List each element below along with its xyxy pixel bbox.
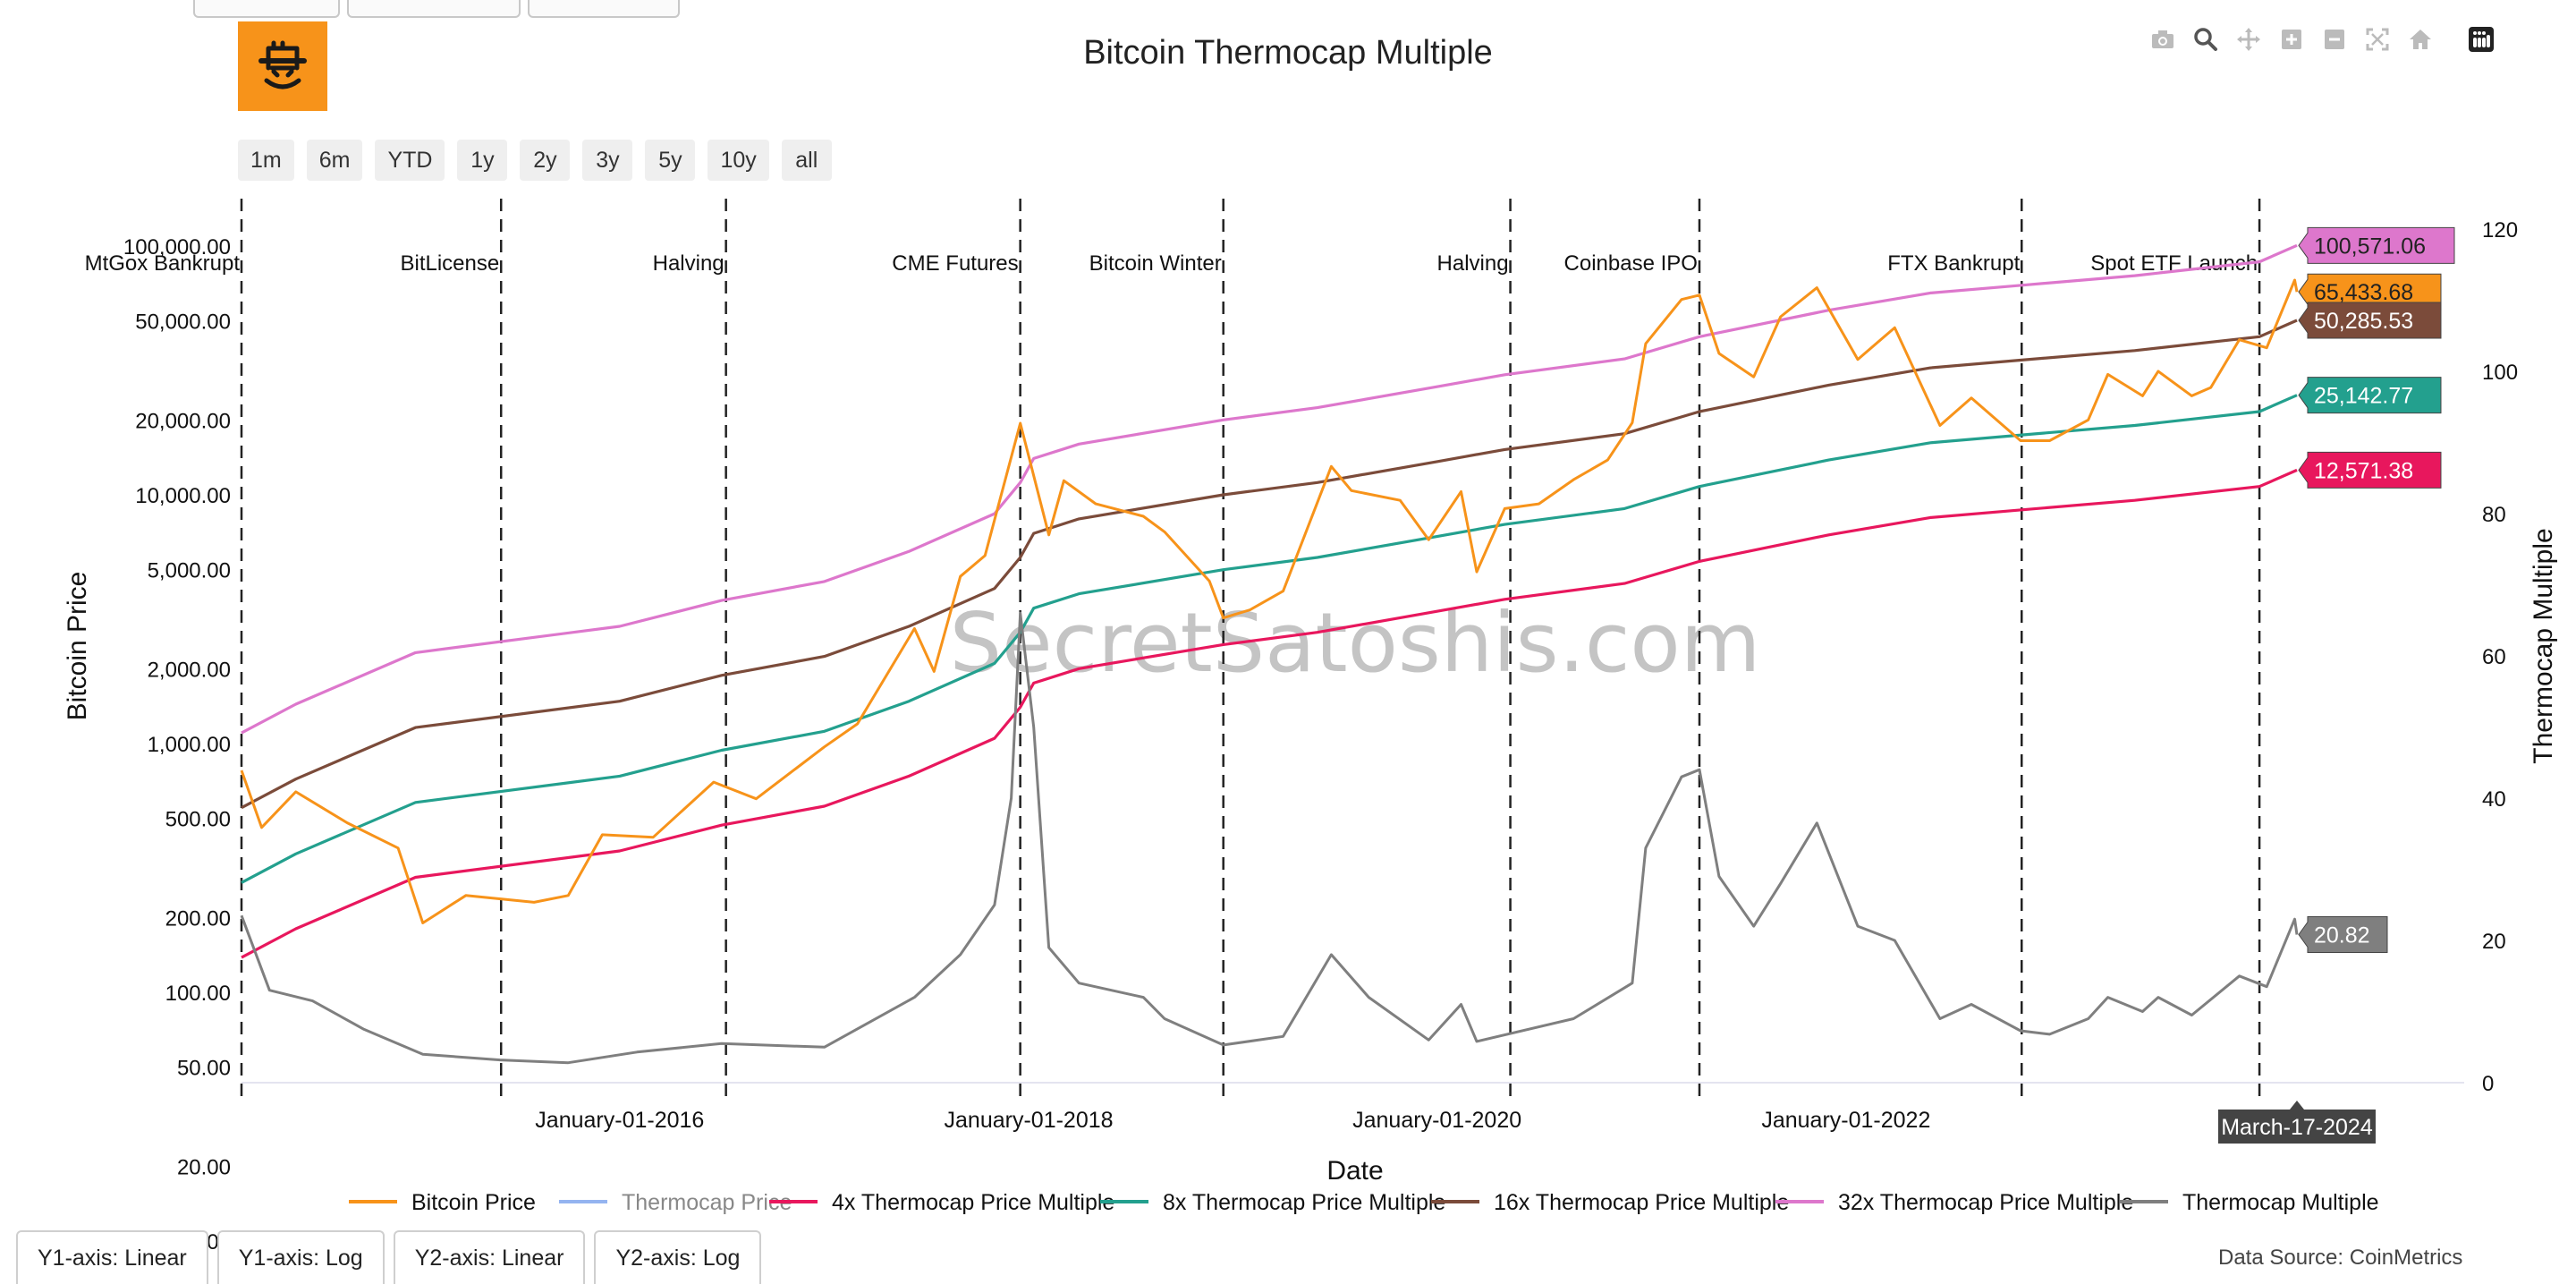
y2-tick-label: 0 <box>2482 1072 2494 1096</box>
top-tab-edge[interactable] <box>528 0 680 18</box>
y1-tick-label: 200.00 <box>165 906 231 931</box>
end-value-box <box>2298 302 2442 339</box>
y2-tick-label: 80 <box>2482 503 2506 527</box>
bitcoin-face-logo-icon <box>238 21 327 111</box>
end-value-label: 65,433.68 <box>2314 280 2413 305</box>
y2-linear-button[interactable]: Y2-axis: Linear <box>393 1230 586 1284</box>
legend-item-label: Thermocap Price <box>622 1190 792 1215</box>
range-button-1y[interactable]: 1y <box>457 140 508 181</box>
event-label: Coinbase IPO <box>1564 251 1698 276</box>
range-button-2y[interactable]: 2y <box>520 140 571 181</box>
legend-item-label: Thermocap Multiple <box>2182 1190 2379 1215</box>
y1-tick-label: 20.00 <box>177 1155 231 1179</box>
camera-icon[interactable] <box>2147 23 2179 55</box>
y2-tick-label: 120 <box>2482 218 2518 242</box>
series-line-x32[interactable] <box>241 243 2298 735</box>
range-button-1m[interactable]: 1m <box>238 140 294 181</box>
autoscale-icon[interactable] <box>2361 23 2394 55</box>
y2-log-button[interactable]: Y2-axis: Log <box>594 1230 762 1284</box>
range-button-ytd[interactable]: YTD <box>375 140 445 181</box>
event-label: MtGox Bankrupt <box>85 251 241 276</box>
y1-axis-title: Bitcoin Price <box>63 572 92 721</box>
end-value-box <box>2298 451 2442 489</box>
range-button-all[interactable]: all <box>781 140 832 181</box>
end-value-label: 12,571.38 <box>2314 458 2413 483</box>
end-value-box <box>2298 377 2442 414</box>
zoom-out-icon[interactable] <box>2318 23 2351 55</box>
x-tick-label: January-01-2016 <box>535 1108 704 1133</box>
y1-log-button[interactable]: Y1-axis: Log <box>216 1230 385 1284</box>
top-tab-edge[interactable] <box>347 0 521 18</box>
y1-tick-label: 2,000.00 <box>148 658 231 682</box>
y2-tick-label: 100 <box>2482 361 2518 385</box>
chart-title: Bitcoin Thermocap Multiple <box>1083 34 1493 72</box>
end-value-label: 100,571.06 <box>2314 234 2426 259</box>
y1-tick-label: 1,000.00 <box>148 733 231 757</box>
y1-linear-button[interactable]: Y1-axis: Linear <box>16 1230 208 1284</box>
y2-tick-label: 40 <box>2482 787 2506 812</box>
range-button-10y[interactable]: 10y <box>708 140 769 181</box>
end-value-box <box>2298 915 2388 953</box>
legend-item-label: 8x Thermocap Price Multiple <box>1163 1190 1445 1215</box>
y1-tick-label: 100,000.00 <box>123 235 231 259</box>
legend-item-label: 32x Thermocap Price Multiple <box>1838 1190 2133 1215</box>
chart-toolbar <box>2147 21 2497 57</box>
legend-item-label: 16x Thermocap Price Multiple <box>1494 1190 1789 1215</box>
zoom-icon[interactable] <box>2190 23 2222 55</box>
series-line-price[interactable] <box>240 278 2299 924</box>
series-line-x16[interactable] <box>241 319 2298 810</box>
y1-tick-label: 20,000.00 <box>135 409 231 433</box>
legend-item-label: Bitcoin Price <box>411 1190 536 1215</box>
range-selector: 1m 6m YTD 1y 2y 3y 5y 10y all <box>238 140 832 181</box>
x-tick-label: January-01-2020 <box>1352 1108 1521 1133</box>
event-label: Bitcoin Winter <box>1089 251 1222 276</box>
x-tick-label: January-01-2022 <box>1761 1108 1930 1133</box>
x-tick-label: January-01-2018 <box>945 1108 1114 1133</box>
end-value-label: 50,285.53 <box>2314 309 2413 334</box>
series-line-x8[interactable] <box>241 394 2298 884</box>
event-label: BitLicense <box>400 251 499 276</box>
event-label: FTX Bankrupt <box>1887 251 2020 276</box>
end-value-label: 25,142.77 <box>2314 384 2413 409</box>
bitcoin-logo <box>238 21 327 111</box>
watermark-text: SecretSatoshis.com <box>950 595 1761 691</box>
y2-tick-label: 60 <box>2482 645 2506 669</box>
legend-item-label: 4x Thermocap Price Multiple <box>832 1190 1114 1215</box>
y1-tick-label: 50.00 <box>177 1057 231 1081</box>
event-label: Halving <box>1437 251 1509 276</box>
y2-axis-title: Thermocap Multiple <box>2529 528 2558 763</box>
range-button-5y[interactable]: 5y <box>645 140 696 181</box>
range-button-6m[interactable]: 6m <box>306 140 363 181</box>
series-line-multiple[interactable] <box>240 611 2299 1065</box>
hover-date-label: March-17-2024 <box>2221 1115 2373 1140</box>
reset-axes-icon[interactable] <box>2404 23 2436 55</box>
hover-date-box <box>2217 1101 2376 1144</box>
pan-icon[interactable] <box>2233 23 2265 55</box>
y1-tick-label: 5,000.00 <box>148 559 231 583</box>
x-axis-title: Date <box>1326 1156 1383 1186</box>
y1-tick-label: 100.00 <box>165 982 231 1006</box>
y1-tick-label: 10,000.00 <box>135 484 231 508</box>
event-label: Halving <box>653 251 724 276</box>
plotly-logo-icon[interactable] <box>2465 23 2497 55</box>
event-label: CME Futures <box>892 251 1018 276</box>
range-button-3y[interactable]: 3y <box>582 140 633 181</box>
top-tab-edge[interactable] <box>193 0 340 18</box>
end-value-label: 20.82 <box>2314 923 2370 948</box>
end-value-box <box>2298 226 2455 264</box>
y1-tick-label: 500.00 <box>165 808 231 832</box>
y2-tick-label: 20 <box>2482 930 2506 954</box>
zoom-in-icon[interactable] <box>2275 23 2308 55</box>
y1-tick-label: 50,000.00 <box>135 310 231 335</box>
axis-scale-buttons: Y1-axis: Linear Y1-axis: Log Y2-axis: Li… <box>16 1230 762 1284</box>
data-source-label: Data Source: CoinMetrics <box>2218 1246 2463 1270</box>
series-line-x4[interactable] <box>241 468 2298 959</box>
